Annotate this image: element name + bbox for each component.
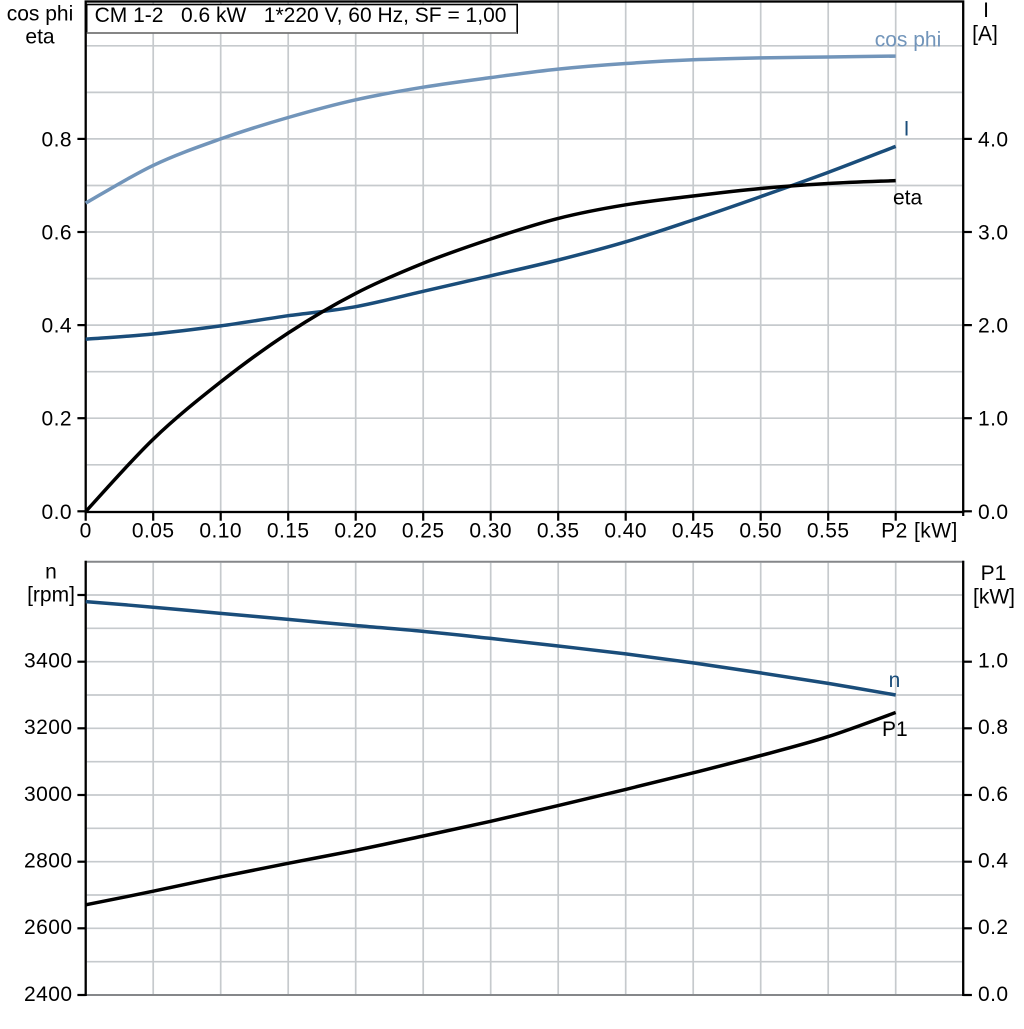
svg-text:0.2: 0.2 (978, 916, 1009, 939)
svg-text:cos phi: cos phi (875, 29, 942, 52)
svg-text:n: n (45, 561, 57, 584)
svg-text:P2 [kW]: P2 [kW] (881, 520, 958, 543)
svg-text:[A]: [A] (972, 23, 998, 46)
svg-text:I: I (904, 118, 910, 141)
svg-text:CM 1-2 0.6 kW 1*220 V, 60: CM 1-2 0.6 kW 1*220 V, 60 Hz, SF = 1,00 (95, 4, 507, 27)
svg-text:I: I (983, 0, 989, 22)
svg-text:0.4: 0.4 (41, 315, 72, 338)
svg-text:0.0: 0.0 (978, 501, 1009, 524)
svg-text:0.8: 0.8 (978, 716, 1009, 739)
svg-text:0.50: 0.50 (739, 520, 782, 543)
svg-text:0.10: 0.10 (199, 520, 242, 543)
svg-text:3.0: 3.0 (978, 222, 1009, 245)
svg-text:2.0: 2.0 (978, 315, 1009, 338)
svg-text:cos phi: cos phi (7, 3, 74, 26)
svg-text:0.0: 0.0 (41, 501, 72, 524)
svg-text:2400: 2400 (24, 983, 73, 1006)
svg-text:0.20: 0.20 (334, 520, 377, 543)
svg-text:0.8: 0.8 (41, 128, 72, 151)
svg-text:2600: 2600 (24, 916, 73, 939)
svg-text:0.55: 0.55 (807, 520, 850, 543)
svg-text:[rpm]: [rpm] (27, 584, 75, 607)
svg-text:0.15: 0.15 (267, 520, 310, 543)
svg-text:3000: 3000 (24, 783, 73, 806)
svg-text:0: 0 (80, 520, 92, 543)
svg-text:1.0: 1.0 (978, 650, 1009, 673)
svg-text:4.0: 4.0 (978, 128, 1009, 151)
svg-text:3200: 3200 (24, 716, 73, 739)
svg-text:0.30: 0.30 (469, 520, 512, 543)
svg-text:n: n (889, 669, 901, 692)
svg-text:0.6: 0.6 (978, 783, 1009, 806)
svg-text:0.25: 0.25 (402, 520, 445, 543)
svg-text:0.45: 0.45 (672, 520, 715, 543)
svg-text:0.35: 0.35 (537, 520, 580, 543)
svg-text:eta: eta (893, 187, 923, 210)
svg-text:3400: 3400 (24, 650, 73, 673)
svg-text:P1: P1 (882, 718, 908, 741)
svg-text:0.0: 0.0 (978, 983, 1009, 1006)
svg-text:0.05: 0.05 (132, 520, 175, 543)
svg-text:eta: eta (25, 26, 55, 49)
svg-text:0.2: 0.2 (41, 408, 72, 431)
svg-text:0.40: 0.40 (604, 520, 647, 543)
svg-text:P1: P1 (981, 562, 1007, 585)
svg-text:[kW]: [kW] (973, 586, 1015, 609)
svg-text:1.0: 1.0 (978, 408, 1009, 431)
svg-text:0.6: 0.6 (41, 222, 72, 245)
svg-text:2800: 2800 (24, 850, 73, 873)
svg-text:0.4: 0.4 (978, 850, 1009, 873)
